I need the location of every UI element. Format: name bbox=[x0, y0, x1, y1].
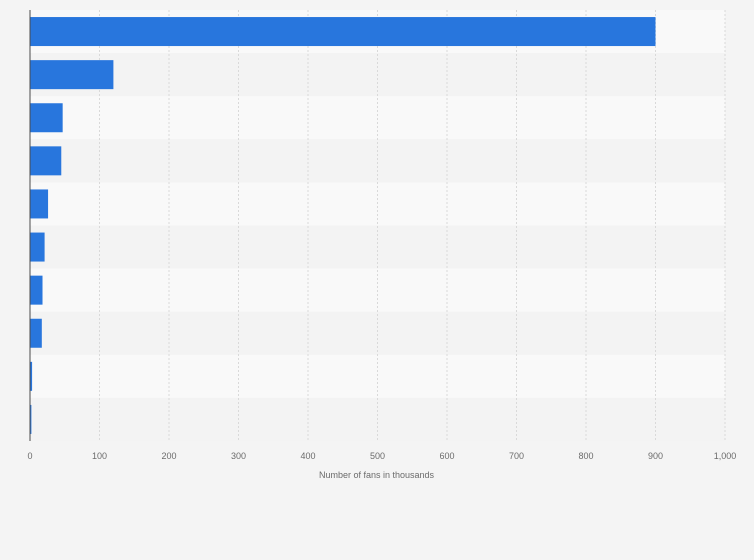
bar bbox=[30, 103, 63, 133]
bars bbox=[30, 17, 656, 434]
x-tick-label: 800 bbox=[578, 451, 593, 461]
x-tick-label: 0 bbox=[27, 451, 32, 461]
x-tick-label: 500 bbox=[370, 451, 385, 461]
bar bbox=[30, 60, 114, 90]
x-tick-label: 600 bbox=[439, 451, 454, 461]
x-tick-label: 300 bbox=[231, 451, 246, 461]
x-tick-label: 1,000 bbox=[714, 451, 737, 461]
x-axis-title: Number of fans in thousands bbox=[319, 470, 435, 480]
x-tick-label: 700 bbox=[509, 451, 524, 461]
bar bbox=[30, 275, 43, 305]
x-tick-label: 400 bbox=[300, 451, 315, 461]
bar bbox=[30, 189, 49, 219]
x-tick-label: 900 bbox=[648, 451, 663, 461]
bar bbox=[30, 17, 656, 47]
bar bbox=[30, 146, 62, 176]
x-tick-label: 200 bbox=[161, 451, 176, 461]
x-axis-ticks: 0 100 200 300 400 500 600 700 800 900 1,000 bbox=[27, 451, 736, 461]
bar bbox=[30, 361, 33, 391]
bar bbox=[30, 404, 32, 434]
bar bbox=[30, 318, 42, 348]
bar bbox=[30, 232, 45, 262]
x-tick-label: 100 bbox=[92, 451, 107, 461]
